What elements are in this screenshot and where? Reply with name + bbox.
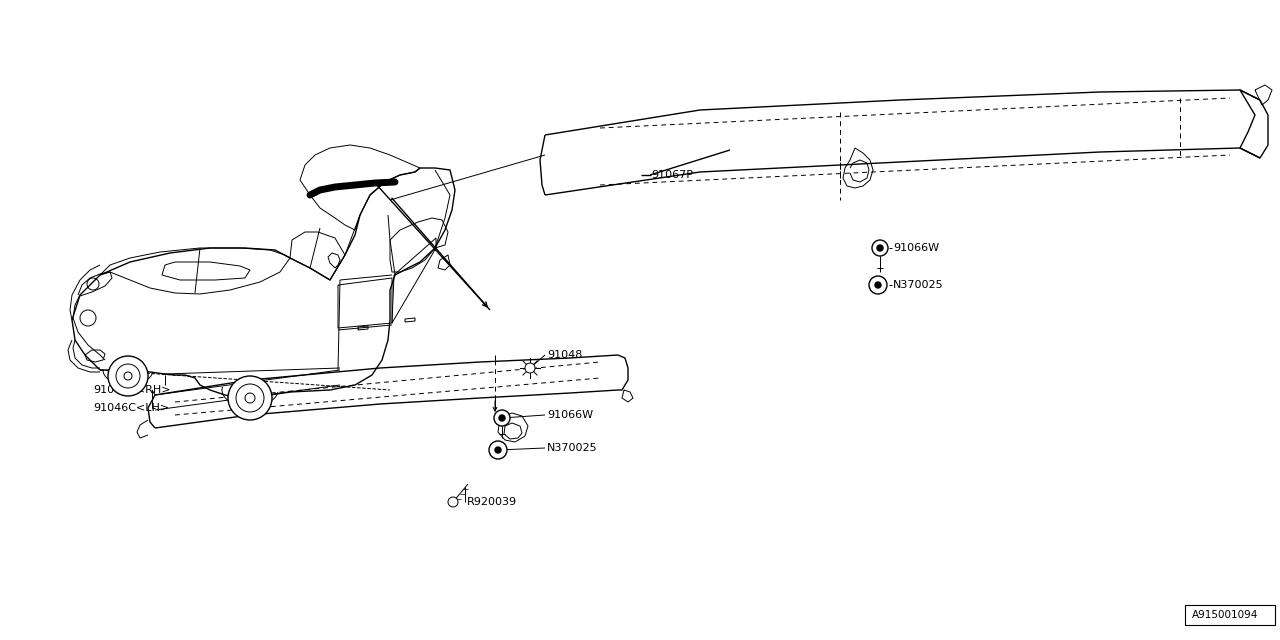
Text: 91066W: 91066W [547, 410, 593, 420]
Bar [1185, 605, 1275, 625]
Text: A915001094: A915001094 [1192, 610, 1258, 620]
Circle shape [876, 282, 881, 288]
Circle shape [525, 363, 535, 373]
Text: 91066W: 91066W [893, 243, 940, 253]
Circle shape [872, 240, 888, 256]
Circle shape [228, 376, 273, 420]
Text: N370025: N370025 [547, 443, 598, 453]
Text: N370025: N370025 [893, 280, 943, 290]
Circle shape [448, 497, 458, 507]
Circle shape [108, 356, 148, 396]
Circle shape [499, 415, 506, 421]
Circle shape [877, 245, 883, 251]
Text: 91046B<RH>: 91046B<RH> [93, 385, 170, 395]
Circle shape [494, 410, 509, 426]
Circle shape [489, 441, 507, 459]
Circle shape [495, 447, 500, 453]
Circle shape [869, 276, 887, 294]
Text: 91046C<LH>: 91046C<LH> [93, 403, 169, 413]
Text: 91067P: 91067P [652, 170, 692, 180]
Text: R920039: R920039 [467, 497, 517, 507]
Text: 91048: 91048 [547, 350, 582, 360]
